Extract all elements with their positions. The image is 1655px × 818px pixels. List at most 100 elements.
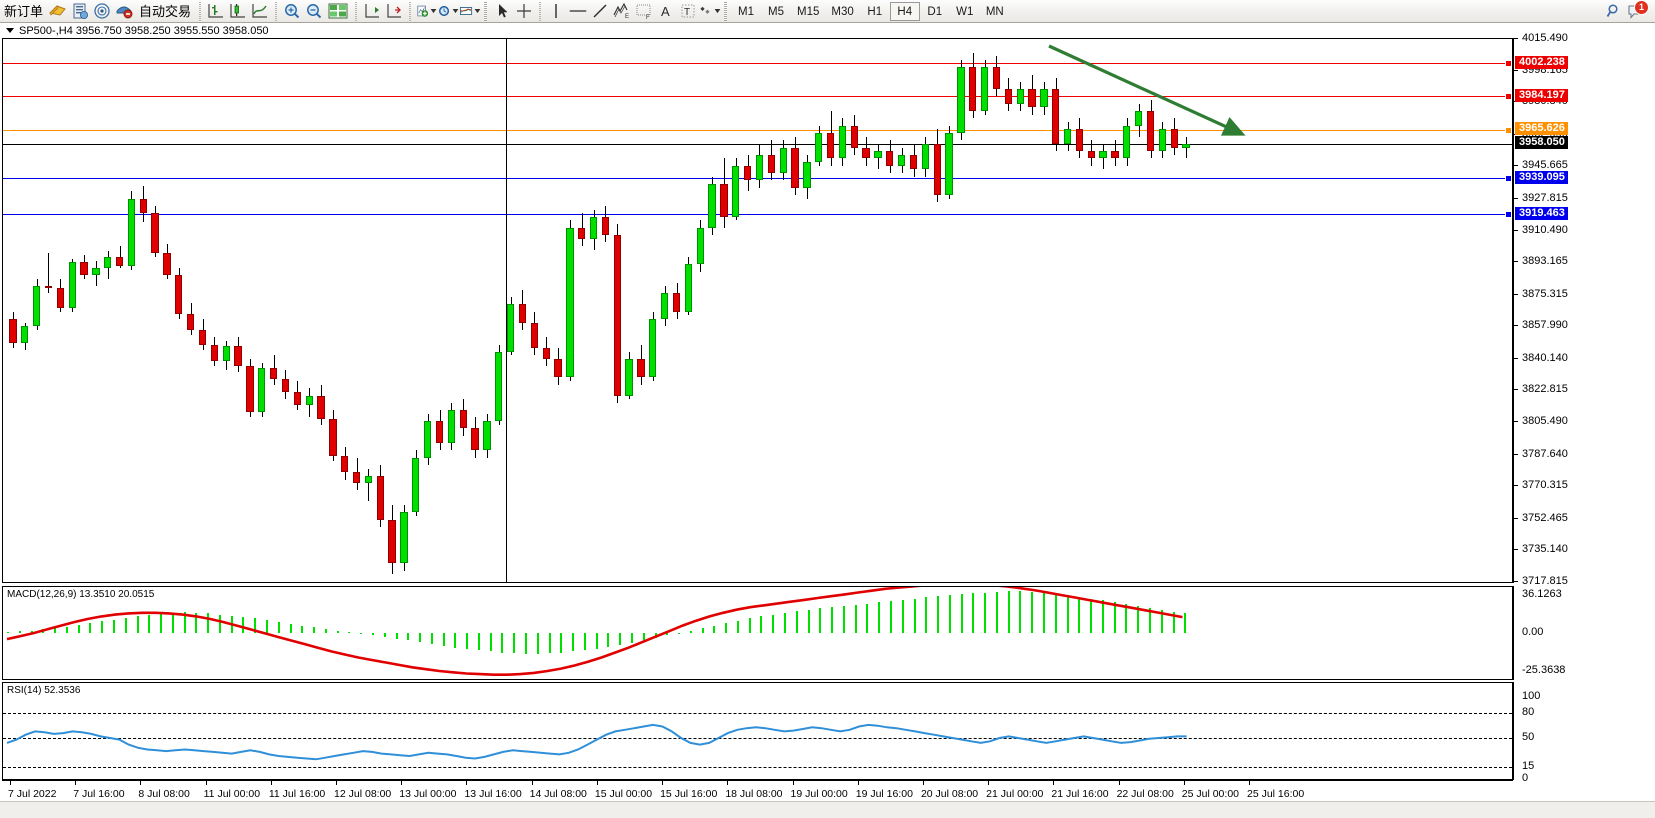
rsi-level-50 xyxy=(3,738,1512,739)
macd-histogram-bar xyxy=(901,599,904,633)
cursor-icon[interactable] xyxy=(491,1,513,22)
macd-histogram-bar xyxy=(807,609,810,633)
text-label-icon[interactable]: T xyxy=(677,1,699,22)
timeframe-h4[interactable]: H4 xyxy=(889,1,920,21)
candle-body xyxy=(329,419,337,456)
rsi-pane[interactable]: RSI(14) 52.3536 xyxy=(2,682,1513,780)
axis-tick xyxy=(1514,197,1518,199)
macd-histogram-bar xyxy=(1148,607,1151,633)
price-tag-3984.197[interactable]: 3984.197 xyxy=(1515,88,1568,102)
price-level-handle[interactable] xyxy=(1505,60,1512,68)
price-tag-3919.463[interactable]: 3919.463 xyxy=(1515,206,1568,220)
time-axis[interactable]: 7 Jul 2022 7 Jul 16:00 8 Jul 08:00 11 Jul 0… xyxy=(2,780,1513,802)
period-icon[interactable]: ▼ xyxy=(437,1,461,22)
macd-histogram-bar xyxy=(889,601,892,633)
price-tag-3939.095[interactable]: 3939.095 xyxy=(1515,170,1568,184)
price-level-handle[interactable] xyxy=(1505,175,1512,183)
macd-histogram-bar xyxy=(772,614,775,633)
price-level-line-3958.050[interactable] xyxy=(3,143,1512,145)
timeframe-m30[interactable]: M30 xyxy=(831,5,854,18)
price-level-line-4002.238[interactable] xyxy=(3,63,1512,65)
price-chart-pane[interactable] xyxy=(2,38,1513,583)
timeframe-group: M1 M5 M15 M30 H1 H4 D1 W1 MN xyxy=(731,1,1010,21)
notification-icon[interactable]: 1 xyxy=(1625,0,1649,22)
candlestick-chart-icon[interactable] xyxy=(227,1,249,22)
candle-body xyxy=(80,262,88,276)
price-axis[interactable]: 4015.4903998.1653980.8403962.9903945.665… xyxy=(1513,33,1655,587)
search-icon[interactable] xyxy=(1603,1,1625,22)
macd-histogram-bar xyxy=(878,602,881,633)
data-window-icon[interactable] xyxy=(47,1,69,22)
auto-trading-button[interactable]: 自动交易 xyxy=(139,3,192,19)
timeframe-d1[interactable]: D1 xyxy=(927,5,943,18)
indicators-icon[interactable]: ▼ xyxy=(415,1,439,22)
macd-histogram-bar xyxy=(619,633,622,646)
chevron-down-icon[interactable]: ▼ xyxy=(428,7,439,15)
new-order-button[interactable]: 新订单 xyxy=(4,3,44,19)
macd-histogram-bar xyxy=(1137,606,1140,633)
price-level-handle[interactable] xyxy=(1505,126,1512,134)
timeframe-w1[interactable]: W1 xyxy=(956,5,974,18)
axis-tick xyxy=(1514,549,1518,551)
zoom-in-icon[interactable] xyxy=(281,1,303,22)
auto-scroll-icon[interactable] xyxy=(383,1,405,22)
toolbar-separator xyxy=(407,1,414,21)
timeframe-m1[interactable]: M1 xyxy=(738,5,755,18)
trendline-icon[interactable] xyxy=(589,1,611,22)
price-tag-3965.626[interactable]: 3965.626 xyxy=(1515,122,1568,136)
price-axis-label: 3805.490 xyxy=(1522,415,1568,428)
macd-histogram-bar xyxy=(207,613,210,633)
macd-histogram-bar xyxy=(501,633,504,653)
macd-histogram-bar xyxy=(1043,592,1045,633)
price-level-handle[interactable] xyxy=(1505,93,1512,101)
chevron-down-icon[interactable]: ▼ xyxy=(472,7,483,15)
time-axis-label: 20 Jul 08:00 xyxy=(920,788,979,800)
auto-trading-icon[interactable] xyxy=(113,1,135,22)
candle-body xyxy=(459,410,467,429)
macd-histogram-bar xyxy=(948,594,951,633)
price-axis-label: 3770.315 xyxy=(1522,479,1568,492)
timeframe-h1[interactable]: H1 xyxy=(867,5,883,18)
toolbar-grip[interactable] xyxy=(722,1,730,21)
timeframe-m15[interactable]: M15 xyxy=(797,5,820,18)
axis-tick xyxy=(1514,581,1518,582)
chart-menu-icon[interactable] xyxy=(6,27,14,33)
rsi-label: RSI(14) 52.3536 xyxy=(7,685,81,696)
timeframe-mn[interactable]: MN xyxy=(985,5,1004,18)
time-axis-label: 12 Jul 08:00 xyxy=(334,788,392,800)
macd-histogram-bar xyxy=(89,623,92,633)
line-chart-icon[interactable] xyxy=(249,1,271,22)
text-icon[interactable]: A xyxy=(655,1,677,22)
price-level-handle[interactable] xyxy=(1505,211,1512,219)
templates-icon[interactable]: ▼ xyxy=(459,1,483,22)
candle-body xyxy=(281,379,290,392)
vertical-line-icon[interactable] xyxy=(545,1,567,22)
chevron-down-icon[interactable]: ▼ xyxy=(712,7,723,15)
elliott-wave-icon[interactable]: E xyxy=(611,1,633,22)
timeframe-m5[interactable]: M5 xyxy=(768,5,785,18)
chevron-down-icon[interactable]: ▼ xyxy=(450,7,461,15)
candle-body xyxy=(980,67,989,112)
macd-histogram-bar xyxy=(1101,600,1104,633)
macd-pane[interactable]: MACD(12,26,9) 13.3510 20.0515 xyxy=(2,586,1513,680)
crosshair-icon[interactable] xyxy=(513,1,535,22)
price-level-line-3984.197[interactable] xyxy=(3,96,1512,98)
zoom-out-icon[interactable] xyxy=(303,1,325,22)
horizontal-line-icon[interactable] xyxy=(567,1,589,22)
candle-body xyxy=(518,304,527,323)
signals-icon[interactable] xyxy=(91,1,113,22)
price-tag-3958.050[interactable]: 3958.050 xyxy=(1515,136,1568,150)
bar-chart-icon[interactable] xyxy=(205,1,227,22)
shapes-icon[interactable]: ▼ xyxy=(699,1,723,22)
price-level-line-3919.463[interactable] xyxy=(3,214,1512,216)
price-level-line-3965.626[interactable] xyxy=(3,129,1512,131)
toolbar-grip[interactable] xyxy=(482,1,490,21)
macd-histogram-bar xyxy=(277,621,280,633)
chart-shift-icon[interactable] xyxy=(361,1,383,22)
price-tag-4002.238[interactable]: 4002.238 xyxy=(1515,55,1568,69)
macd-histogram-bar xyxy=(689,630,692,633)
tile-windows-icon[interactable] xyxy=(325,1,351,22)
channel-icon[interactable]: F xyxy=(633,1,655,22)
navigator-icon[interactable] xyxy=(69,1,91,22)
